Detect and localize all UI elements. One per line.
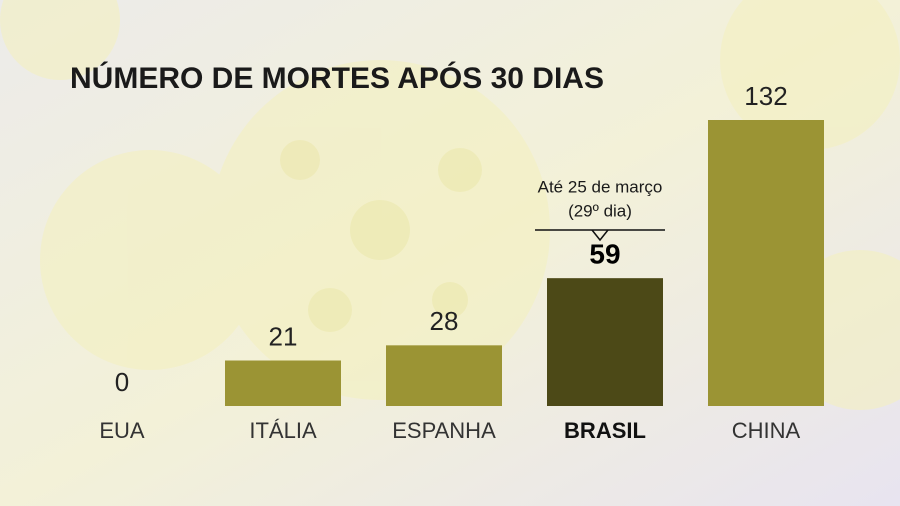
chart-title: NÚMERO DE MORTES APÓS 30 DIAS: [70, 61, 604, 95]
annotation: Até 25 de março: [538, 177, 663, 196]
x-tick-label: ESPANHA: [392, 418, 496, 443]
value-label: 21: [269, 321, 298, 351]
value-label: 59: [589, 239, 620, 270]
x-tick-label: ITÁLIA: [249, 418, 317, 443]
x-tick-label: CHINA: [732, 418, 801, 443]
virus-spots: [280, 140, 482, 332]
value-label: 28: [430, 306, 459, 336]
x-tick-label: EUA: [99, 418, 145, 443]
value-label: 132: [744, 81, 787, 111]
bar: [547, 278, 663, 406]
annotation: (29º dia): [568, 201, 632, 220]
bar: [708, 120, 824, 406]
value-label: 0: [115, 367, 129, 397]
x-tick-label: BRASIL: [564, 418, 646, 443]
bar: [386, 345, 502, 406]
annotation-pointer: [591, 229, 609, 242]
bar: [225, 360, 341, 406]
